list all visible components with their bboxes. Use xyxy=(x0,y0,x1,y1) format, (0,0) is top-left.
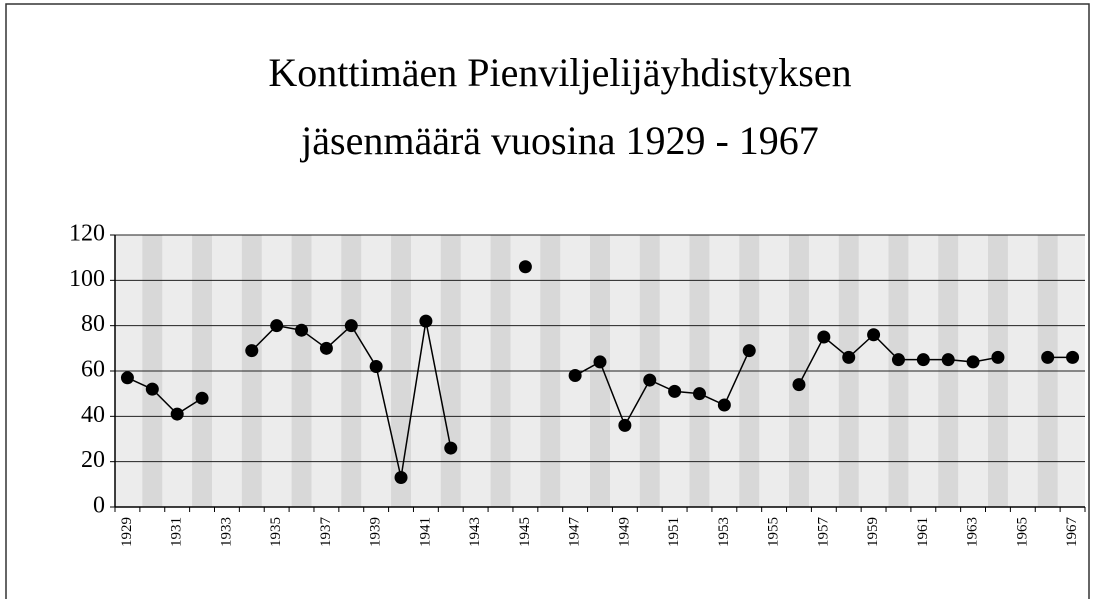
y-tick-label: 80 xyxy=(81,311,105,337)
y-tick-label: 100 xyxy=(69,266,105,292)
data-point xyxy=(344,319,358,333)
x-tick-label: 1931 xyxy=(169,517,185,547)
x-tick-label: 1943 xyxy=(467,517,483,547)
data-point xyxy=(593,355,607,369)
data-point xyxy=(618,418,632,432)
x-tick-label: 1967 xyxy=(1064,517,1080,548)
data-point xyxy=(842,350,856,364)
x-tick-label: 1935 xyxy=(268,517,284,547)
data-point xyxy=(643,373,657,387)
data-point xyxy=(295,323,309,337)
data-point xyxy=(1041,350,1055,364)
data-point xyxy=(867,328,881,342)
chart-title: jäsenmäärä vuosina 1929 - 1967 xyxy=(299,118,819,163)
x-tick-label: 1951 xyxy=(666,517,682,547)
data-point xyxy=(369,359,383,373)
x-tick-label: 1955 xyxy=(766,517,782,547)
x-tick-label: 1939 xyxy=(368,517,384,547)
data-point xyxy=(1066,350,1080,364)
y-tick-label: 40 xyxy=(81,402,105,428)
data-point xyxy=(717,398,731,412)
data-point xyxy=(742,344,756,358)
x-tick-label: 1929 xyxy=(119,517,135,547)
data-point xyxy=(170,407,184,421)
data-point xyxy=(518,260,532,274)
data-point xyxy=(195,391,209,405)
data-point xyxy=(792,378,806,392)
data-point xyxy=(145,382,159,396)
data-point xyxy=(941,353,955,367)
data-point xyxy=(568,369,582,383)
x-tick-label: 1949 xyxy=(616,517,632,547)
x-tick-label: 1947 xyxy=(567,517,583,548)
x-tick-label: 1959 xyxy=(865,517,881,547)
data-point xyxy=(966,355,980,369)
data-point xyxy=(692,387,706,401)
data-point xyxy=(245,344,259,358)
x-tick-label: 1945 xyxy=(517,517,533,547)
x-tick-label: 1953 xyxy=(716,517,732,547)
data-point xyxy=(891,353,905,367)
x-tick-label: 1933 xyxy=(218,517,234,547)
data-point xyxy=(319,341,333,355)
y-tick-label: 0 xyxy=(93,493,105,519)
y-tick-label: 60 xyxy=(81,357,105,383)
y-tick-label: 20 xyxy=(81,447,105,473)
data-point xyxy=(394,471,408,485)
x-tick-label: 1941 xyxy=(417,517,433,547)
data-point xyxy=(444,441,458,455)
data-point xyxy=(817,330,831,344)
x-tick-label: 1961 xyxy=(915,517,931,547)
data-point xyxy=(991,350,1005,364)
y-tick-label: 120 xyxy=(69,221,105,247)
data-point xyxy=(419,314,433,328)
data-point xyxy=(270,319,284,333)
x-tick-label: 1963 xyxy=(965,517,981,547)
data-point xyxy=(668,384,682,398)
data-point xyxy=(120,371,134,385)
data-point xyxy=(916,353,930,367)
x-tick-label: 1937 xyxy=(318,517,334,548)
x-tick-label: 1957 xyxy=(815,517,831,548)
chart-title: Konttimäen Pienviljelijäyhdistyksen xyxy=(268,50,851,95)
x-tick-label: 1965 xyxy=(1014,517,1030,547)
